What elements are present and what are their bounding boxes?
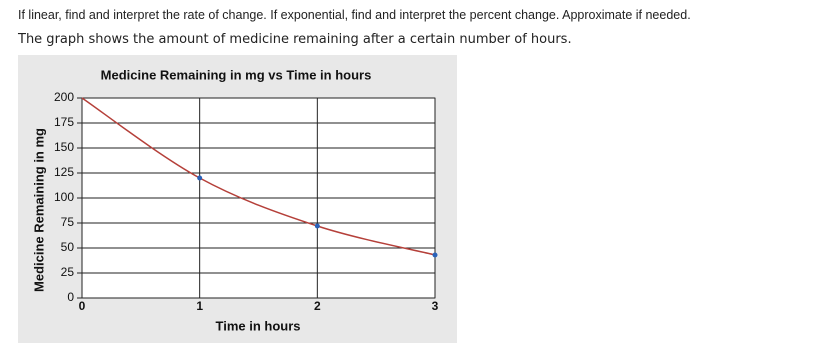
chart-title: Medicine Remaining in mg vs Time in hour… xyxy=(101,67,372,82)
y-tick-label: 125 xyxy=(54,165,74,179)
data-point xyxy=(432,252,438,258)
y-tick-label: 100 xyxy=(54,190,74,204)
x-tick-label: 1 xyxy=(196,299,203,313)
instructions: If linear, find and interpret the rate o… xyxy=(18,8,691,22)
x-axis-label: Time in hours xyxy=(216,318,301,333)
y-axis-label: Medicine Remaining in mg xyxy=(31,128,46,292)
y-tick-label: 200 xyxy=(54,90,74,104)
data-point xyxy=(197,175,203,181)
data-point xyxy=(314,223,320,229)
x-tick-label: 2 xyxy=(314,299,321,313)
prompt: The graph shows the amount of medicine r… xyxy=(18,32,572,47)
y-tick-label: 150 xyxy=(54,140,74,154)
data-line xyxy=(81,97,436,256)
y-tick-label: 0 xyxy=(67,290,74,304)
x-tick-label: 0 xyxy=(79,299,86,313)
y-tick-label: 25 xyxy=(61,265,75,279)
x-tick-label: 3 xyxy=(432,299,439,313)
y-tick-label: 50 xyxy=(61,240,75,254)
y-tick-label: 175 xyxy=(54,115,74,129)
y-tick-label: 75 xyxy=(61,215,75,229)
